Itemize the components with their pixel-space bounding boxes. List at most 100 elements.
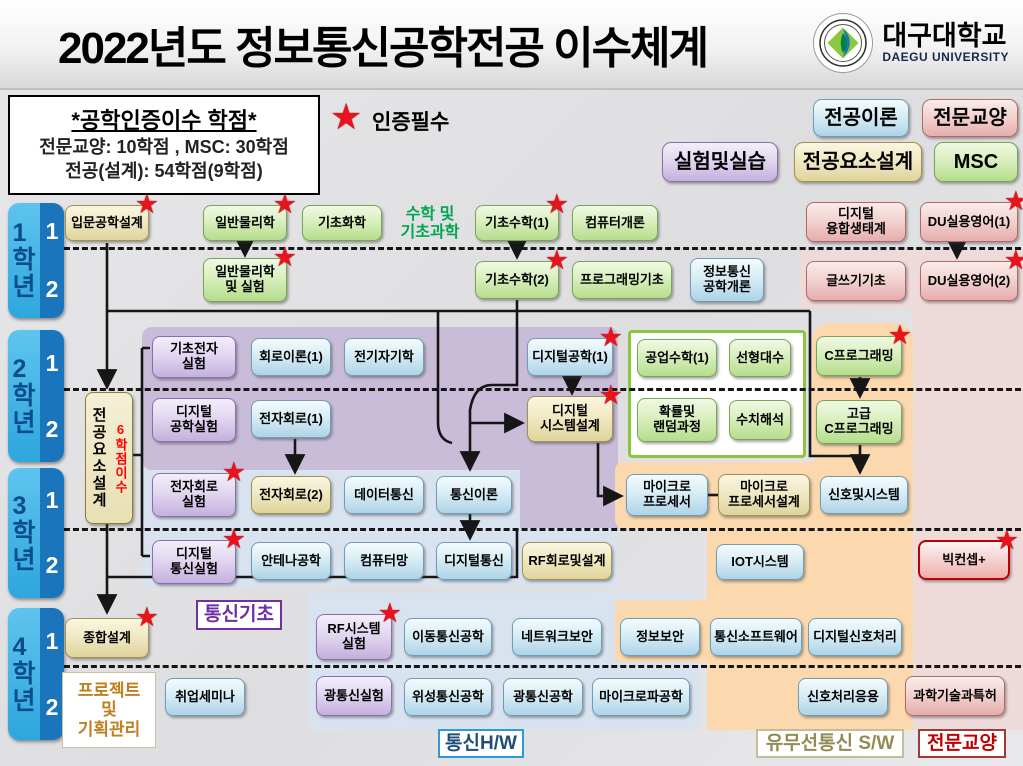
group-label: 수학 및 기초과학 [400,205,460,241]
course-box: 정보보안 [620,618,700,656]
course-box: 신호및시스템 [820,476,908,514]
course-box: 마이크로파공학 [592,678,690,716]
course-box: 통신소프트웨어 [710,618,802,656]
year-label: 1 학 년 [8,203,40,318]
course-box: 기초수학(1) ★ [475,191,569,241]
course-box: 디지털신호처리 [808,618,902,656]
university-name-en: DAEGU UNIVERSITY [882,49,1009,64]
semester-divider [64,665,1021,668]
course-box: 데이터통신 [344,476,424,514]
course-box: 컴퓨터개론 [572,205,658,241]
credit-box-line2: 전공(설계): 54학점(9학점) [65,161,263,182]
required-star-icon: ★ [134,602,159,632]
semester-2-label: 2 [45,415,59,442]
course-box: 공업수학(1) [637,339,717,377]
course-box: 디지털 공학실험 [152,398,236,442]
course-box: 수치해석 [729,400,791,440]
course-box: DU실용영어(1) ★ [920,188,1023,242]
legend-chip: MSC [934,142,1018,182]
course-box: 선형대수 [729,339,791,377]
course-box: RF시스템 실험 ★ [316,600,402,660]
course-box: C프로그래밍 ★ [816,322,912,376]
course-box: 통신이론 [436,476,512,514]
course-box: 디지털공학(1) ★ [527,324,623,376]
semester-1-label: 1 [45,487,59,513]
course-box: 일반물리학 및 실험 ★ [203,244,297,302]
region-liberal-column-pink [913,250,1023,730]
design-credit-requirement-box: 전공요소설계 6학점이수 [85,392,133,524]
required-star-icon: ★ [272,189,297,219]
course-box: 광통신공학 [503,678,583,716]
course-box: 글쓰기기초 [806,261,906,301]
course-box: IOT시스템 [716,544,804,580]
group-label: 통신기초 [196,600,282,630]
course-box: 종합설계 ★ [65,604,159,658]
course-box: 마이크로 프로세서설계 [718,474,810,516]
course-box: 빅컨셉+ ★ [918,527,1019,580]
legend-chip: 실험및실습 [662,142,778,182]
course-box: 기초화학 [302,205,382,241]
required-star-icon: ★ [1003,186,1023,216]
certification-credit-box: *공학인증이수 학점* 전문교양: 10학점 , MSC: 30학점 전공(설계… [8,95,320,195]
course-box: 신호처리응용 [798,678,888,716]
course-box: 디지털 융합생태계 [806,202,906,242]
course-box: 기초전자 실험 [152,336,236,378]
semester-divider [64,388,1021,391]
course-box: 일반물리학 ★ [203,191,297,241]
course-box: 고급 C프로그래밍 [816,400,902,444]
year-label: 2 학 년 [8,330,40,462]
legend-chip: 전문교양 [922,99,1018,137]
course-box: 네트워크보안 [512,618,602,656]
star-icon: ★ [330,96,363,137]
course-box: 이동통신공학 [404,618,492,656]
course-box: 안테나공학 [251,542,331,580]
course-box: 취업세미나 [165,678,245,716]
course-box: 디지털 시스템설계 ★ [527,382,623,442]
course-box: 마이크로 프로세서 [626,474,708,516]
course-box: 회로이론(1) [251,338,331,376]
course-box: 전자회로(2) [251,476,331,514]
semester-2-label: 2 [45,275,59,302]
design-requirement-label: 전공요소설계 [90,407,107,509]
course-box: 기초수학(2) ★ [475,247,569,299]
semester-1-label: 1 [45,349,59,376]
semester-divider [64,247,1021,250]
semester-divider [64,528,1021,531]
course-box: RF회로및설계 [522,542,612,580]
design-credit-label: 6학점이수 [113,422,128,494]
university-logo: 대구대학교 DAEGU UNIVERSITY [813,13,1009,73]
region-purple-extension [520,455,618,528]
course-box: 전자회로 실험 ★ [152,459,246,517]
legend-chip: 전공이론 [813,99,909,137]
legend-chip: 전공요소설계 [794,142,922,182]
course-box: 과학기술과특허 [905,676,1005,716]
star-legend-label: 인증필수 [372,111,450,134]
group-label: 유무선통신 S/W [756,729,904,758]
course-box: 컴퓨터망 [344,542,424,580]
course-box: 확률및 랜덤과정 [637,398,717,442]
course-box: DU실용영어(2) ★ [920,247,1023,301]
university-emblem-icon [813,13,874,73]
slide-header: 2022년도 정보통신공학전공 이수체계 대구대학교 DAEGU UNIVERS… [0,0,1023,90]
required-star-icon: ★ [544,245,569,275]
course-box: 디지털 통신실험 ★ [152,526,246,584]
semester-1-label: 1 [45,218,59,245]
course-box: 입문공학설계 ★ [65,191,159,241]
course-box: 디지털통신 [436,542,512,580]
university-name-kr: 대구대학교 [882,20,1007,51]
credit-box-title: *공학인증이수 학점* [71,108,257,133]
semester-2-label: 2 [45,693,59,720]
group-label: 통신H/W [438,729,524,758]
course-box: 전기자기학 [344,338,424,376]
course-box: 전자회로(1) [251,400,331,438]
credit-box-line1: 전문교양: 10학점 , MSC: 30학점 [39,137,289,157]
